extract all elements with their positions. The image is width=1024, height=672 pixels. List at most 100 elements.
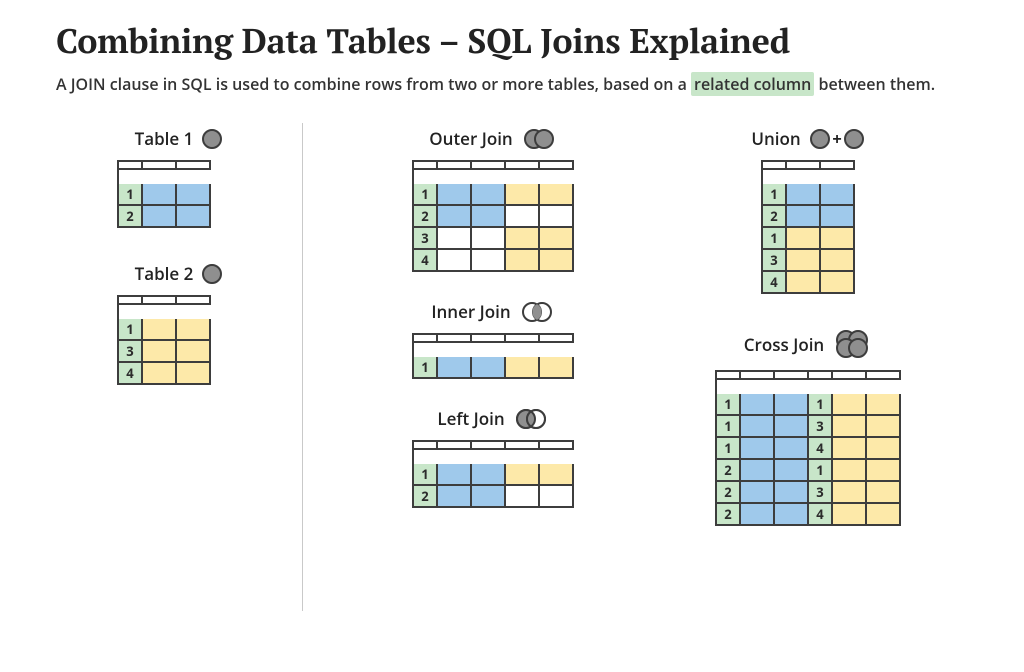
table-cell bbox=[833, 460, 867, 482]
table-cell bbox=[143, 363, 177, 385]
panel-label: Table 2 bbox=[135, 262, 194, 285]
table-cell bbox=[177, 184, 211, 206]
table-cell bbox=[472, 464, 506, 486]
table-cell: 1 bbox=[809, 460, 833, 482]
panel-header: Inner Join bbox=[343, 300, 643, 323]
panel-inner-join: Inner Join 1 bbox=[343, 300, 643, 379]
table-cell bbox=[867, 460, 901, 482]
panel-table1: Table 1 12 bbox=[56, 127, 302, 228]
table-cell bbox=[472, 228, 506, 250]
table-cell bbox=[821, 250, 855, 272]
table-cell bbox=[741, 394, 775, 416]
table-cell bbox=[438, 184, 472, 206]
table-cell: 2 bbox=[763, 206, 787, 228]
table-cell bbox=[506, 184, 540, 206]
table-cell bbox=[833, 504, 867, 526]
table-cell: 4 bbox=[119, 363, 143, 385]
table-cell bbox=[775, 416, 809, 438]
table-cell bbox=[787, 250, 821, 272]
table-cell bbox=[438, 206, 472, 228]
subtitle: A JOIN clause in SQL is used to combine … bbox=[56, 73, 968, 95]
table-cell: 1 bbox=[809, 394, 833, 416]
table-cell bbox=[472, 486, 506, 508]
table-cell bbox=[143, 184, 177, 206]
table-cell bbox=[775, 460, 809, 482]
table-cell: 2 bbox=[414, 206, 438, 228]
table-cell: 1 bbox=[414, 357, 438, 379]
table-cell bbox=[821, 228, 855, 250]
table-cell bbox=[472, 250, 506, 272]
table-cell bbox=[775, 504, 809, 526]
table-cell bbox=[775, 482, 809, 504]
cross-stack-icon bbox=[832, 328, 872, 360]
table-cell: 4 bbox=[809, 438, 833, 460]
table-cell: 1 bbox=[119, 184, 143, 206]
table-cell bbox=[821, 272, 855, 294]
page-title: Combining Data Tables – SQL Joins Explai… bbox=[56, 18, 968, 63]
table-cell: 2 bbox=[717, 460, 741, 482]
table-cell bbox=[438, 250, 472, 272]
table-cell bbox=[787, 272, 821, 294]
subtitle-highlight: related column bbox=[691, 72, 814, 96]
table-cell bbox=[472, 184, 506, 206]
table-cell: 1 bbox=[717, 416, 741, 438]
table-cell: 1 bbox=[119, 319, 143, 341]
table-cell bbox=[821, 206, 855, 228]
table-cell bbox=[177, 206, 211, 228]
table-cell: 2 bbox=[717, 482, 741, 504]
table-cell: 1 bbox=[763, 184, 787, 206]
table-cell: 3 bbox=[809, 416, 833, 438]
table-cell: 2 bbox=[414, 486, 438, 508]
table-cell: 3 bbox=[119, 341, 143, 363]
table-cell bbox=[143, 319, 177, 341]
table-cell: 4 bbox=[763, 272, 787, 294]
table-cell bbox=[867, 394, 901, 416]
table-cell bbox=[438, 486, 472, 508]
panel-table2: Table 2 134 bbox=[56, 262, 302, 385]
table-cell bbox=[741, 416, 775, 438]
panel-header: Table 1 bbox=[56, 127, 302, 150]
venn-inner-icon bbox=[519, 301, 555, 323]
table-cell bbox=[787, 206, 821, 228]
table-cell bbox=[867, 482, 901, 504]
table-cell bbox=[833, 438, 867, 460]
table-cell bbox=[177, 341, 211, 363]
table-cell: 1 bbox=[414, 464, 438, 486]
table-cell bbox=[741, 460, 775, 482]
table-cell: 1 bbox=[763, 228, 787, 250]
table-cell bbox=[867, 416, 901, 438]
table-cell bbox=[143, 206, 177, 228]
panel-label: Outer Join bbox=[429, 127, 512, 150]
table-cell bbox=[540, 357, 574, 379]
table-cell bbox=[438, 228, 472, 250]
table-cell: 1 bbox=[717, 394, 741, 416]
table-cell bbox=[540, 184, 574, 206]
panel-label: Table 1 bbox=[135, 127, 194, 150]
table-cell bbox=[775, 438, 809, 460]
mini-table: 1234 bbox=[412, 160, 574, 272]
single-circle-icon bbox=[201, 128, 223, 150]
table-cell bbox=[741, 438, 775, 460]
panel-header: Left Join bbox=[343, 407, 643, 430]
panel-left-join: Left Join 12 bbox=[343, 407, 643, 508]
table-cell bbox=[506, 206, 540, 228]
table-cell bbox=[438, 357, 472, 379]
panel-cross-join: Cross Join 111314212324 bbox=[653, 328, 963, 526]
table-cell bbox=[540, 228, 574, 250]
svg-text:+: + bbox=[832, 131, 841, 148]
table-cell bbox=[540, 486, 574, 508]
panel-header: Cross Join bbox=[653, 328, 963, 360]
table-cell bbox=[506, 250, 540, 272]
table-cell bbox=[472, 357, 506, 379]
table-cell bbox=[540, 250, 574, 272]
subtitle-post: between them. bbox=[814, 73, 935, 95]
table-cell: 1 bbox=[414, 184, 438, 206]
table-cell bbox=[775, 394, 809, 416]
table-cell bbox=[177, 363, 211, 385]
single-circle-icon bbox=[201, 263, 223, 285]
table-cell: 4 bbox=[809, 504, 833, 526]
mini-table: 12 bbox=[412, 440, 574, 508]
table-cell bbox=[833, 394, 867, 416]
table-cell bbox=[787, 184, 821, 206]
panel-header: Outer Join bbox=[343, 127, 643, 150]
